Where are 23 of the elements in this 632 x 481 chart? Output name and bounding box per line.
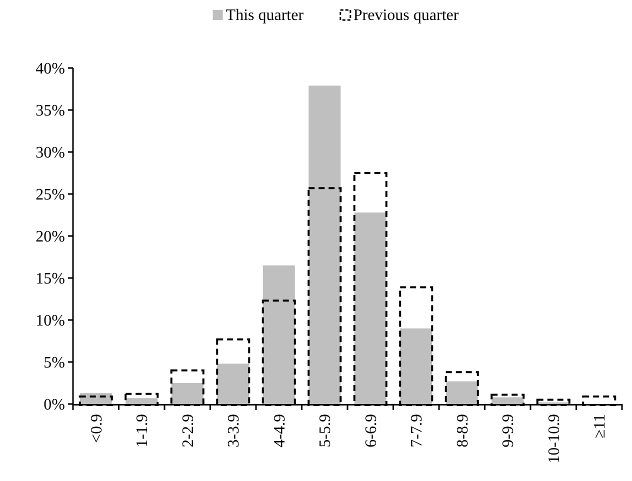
y-tick-label: 35% [36, 102, 65, 120]
x-tick-label: 1-1.9 [134, 414, 152, 448]
x-tick-label: ≥11 [592, 414, 609, 438]
x-tick-label: 5-5.9 [317, 414, 334, 448]
legend-label: Previous quarter [353, 7, 460, 24]
x-tick-label: 3-3.9 [226, 414, 243, 448]
x-tick-label: 6-6.9 [362, 414, 380, 448]
x-tick-label: 10-10.9 [546, 414, 563, 464]
y-tick-label: 20% [36, 228, 65, 246]
y-tick-label: 40% [36, 60, 65, 78]
y-tick-label: 25% [36, 186, 65, 204]
x-tick-label: 9-9.9 [500, 414, 518, 448]
y-tick-label: 5% [44, 354, 65, 372]
x-tick-label: 4-4.9 [271, 414, 288, 448]
y-tick-label: 0% [44, 396, 65, 414]
x-tick-label: 8-8.9 [454, 414, 472, 448]
y-tick-label: 15% [36, 270, 65, 288]
y-tick-label: 30% [36, 144, 65, 162]
legend-label: This quarter [226, 7, 304, 24]
y-tick-label: 10% [36, 312, 65, 330]
x-tick-label: <0.9 [88, 414, 106, 444]
x-tick-label: 2-2.9 [180, 414, 197, 448]
x-tick-label: 7-7.9 [408, 414, 426, 448]
